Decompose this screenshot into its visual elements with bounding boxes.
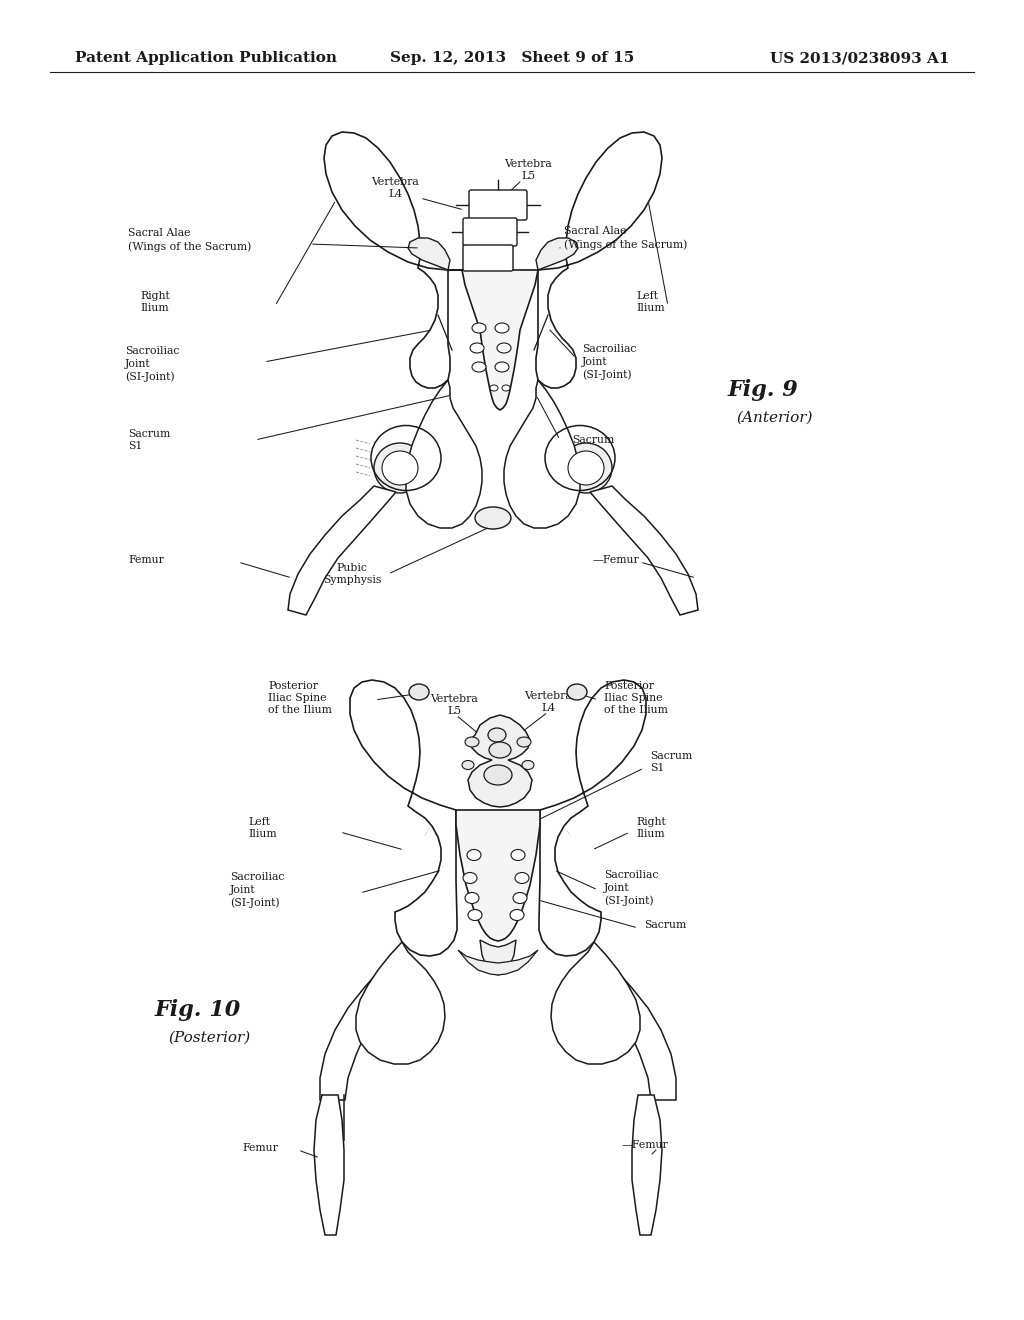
Ellipse shape bbox=[495, 362, 509, 372]
Text: Vertebra
L4: Vertebra L4 bbox=[371, 177, 419, 199]
Ellipse shape bbox=[497, 343, 511, 352]
Ellipse shape bbox=[522, 760, 534, 770]
Text: Sacrum: Sacrum bbox=[644, 920, 686, 931]
Text: Vertebra
L5: Vertebra L5 bbox=[504, 158, 552, 181]
Polygon shape bbox=[590, 486, 698, 615]
Ellipse shape bbox=[409, 684, 429, 700]
Ellipse shape bbox=[490, 385, 498, 391]
Text: Sacroiliac
Joint
(SI-Joint): Sacroiliac Joint (SI-Joint) bbox=[582, 345, 636, 380]
Text: Fig. 10: Fig. 10 bbox=[155, 999, 242, 1020]
Text: (Anterior): (Anterior) bbox=[736, 411, 812, 425]
Ellipse shape bbox=[560, 444, 612, 492]
Ellipse shape bbox=[374, 444, 426, 492]
Polygon shape bbox=[480, 940, 516, 975]
Polygon shape bbox=[458, 950, 538, 975]
Text: Sacrum
S1: Sacrum S1 bbox=[650, 751, 692, 774]
Ellipse shape bbox=[472, 362, 486, 372]
Text: —Femur: —Femur bbox=[593, 554, 640, 565]
Text: Sacroiliac
Joint
(SI-Joint): Sacroiliac Joint (SI-Joint) bbox=[604, 870, 658, 906]
Polygon shape bbox=[551, 942, 640, 1064]
Ellipse shape bbox=[484, 766, 512, 785]
Text: Sep. 12, 2013  Sheet 9 of 15: Sep. 12, 2013 Sheet 9 of 15 bbox=[390, 51, 634, 65]
Text: Left
Ilium: Left Ilium bbox=[248, 817, 276, 840]
Polygon shape bbox=[536, 238, 578, 271]
Text: Vertebra
L5: Vertebra L5 bbox=[430, 694, 478, 717]
Text: (Posterior): (Posterior) bbox=[168, 1031, 250, 1045]
Text: Right
Ilium: Right Ilium bbox=[636, 817, 666, 840]
FancyBboxPatch shape bbox=[463, 218, 517, 246]
Polygon shape bbox=[588, 954, 676, 1100]
Ellipse shape bbox=[463, 873, 477, 883]
Ellipse shape bbox=[465, 892, 479, 903]
Ellipse shape bbox=[488, 729, 506, 742]
Polygon shape bbox=[314, 1096, 344, 1236]
Text: Left
Ilium: Left Ilium bbox=[636, 290, 665, 313]
Ellipse shape bbox=[467, 850, 481, 861]
Polygon shape bbox=[536, 132, 662, 388]
Text: Femur: Femur bbox=[128, 554, 164, 565]
FancyBboxPatch shape bbox=[463, 246, 513, 271]
Text: Patent Application Publication: Patent Application Publication bbox=[75, 51, 337, 65]
Polygon shape bbox=[406, 380, 482, 528]
Ellipse shape bbox=[462, 760, 474, 770]
Ellipse shape bbox=[468, 909, 482, 920]
Text: Posterior
Iliac Spine
of the Ilium: Posterior Iliac Spine of the Ilium bbox=[604, 681, 668, 715]
Polygon shape bbox=[319, 954, 408, 1100]
Polygon shape bbox=[288, 486, 396, 615]
Text: Fig. 9: Fig. 9 bbox=[728, 379, 799, 401]
Text: Sacral Alae
(Wings of the Sacrum): Sacral Alae (Wings of the Sacrum) bbox=[564, 227, 687, 249]
Ellipse shape bbox=[502, 385, 510, 391]
Text: US 2013/0238093 A1: US 2013/0238093 A1 bbox=[770, 51, 950, 65]
Polygon shape bbox=[408, 238, 450, 271]
Polygon shape bbox=[350, 680, 457, 956]
Text: Sacrum: Sacrum bbox=[572, 436, 614, 445]
Text: Sacrum
S1: Sacrum S1 bbox=[128, 429, 170, 451]
Ellipse shape bbox=[470, 343, 484, 352]
Polygon shape bbox=[468, 715, 532, 807]
Polygon shape bbox=[356, 942, 445, 1064]
Ellipse shape bbox=[513, 892, 527, 903]
Ellipse shape bbox=[511, 850, 525, 861]
Text: —Femur: —Femur bbox=[622, 1140, 669, 1150]
Text: Sacroiliac
Joint
(SI-Joint): Sacroiliac Joint (SI-Joint) bbox=[125, 346, 179, 381]
Polygon shape bbox=[324, 132, 450, 388]
Polygon shape bbox=[504, 380, 580, 528]
Ellipse shape bbox=[517, 737, 531, 747]
Polygon shape bbox=[539, 680, 646, 956]
Text: Sacroiliac
Joint
(SI-Joint): Sacroiliac Joint (SI-Joint) bbox=[230, 873, 285, 908]
Text: Posterior
Iliac Spine
of the Ilium: Posterior Iliac Spine of the Ilium bbox=[268, 681, 332, 715]
Ellipse shape bbox=[475, 507, 511, 529]
Text: Right
Ilium: Right Ilium bbox=[140, 290, 170, 313]
Ellipse shape bbox=[495, 323, 509, 333]
Polygon shape bbox=[456, 810, 540, 941]
Ellipse shape bbox=[382, 451, 418, 484]
Text: Sacral Alae
(Wings of the Sacrum): Sacral Alae (Wings of the Sacrum) bbox=[128, 228, 251, 252]
FancyBboxPatch shape bbox=[469, 190, 527, 220]
Polygon shape bbox=[632, 1096, 662, 1236]
Polygon shape bbox=[449, 271, 538, 411]
Ellipse shape bbox=[472, 323, 486, 333]
Ellipse shape bbox=[510, 909, 524, 920]
Ellipse shape bbox=[515, 873, 529, 883]
Ellipse shape bbox=[567, 684, 587, 700]
Text: Vertebra
L4: Vertebra L4 bbox=[524, 690, 571, 713]
Text: Pubic
Symphysis: Pubic Symphysis bbox=[323, 562, 381, 585]
Ellipse shape bbox=[465, 737, 479, 747]
Ellipse shape bbox=[489, 742, 511, 758]
Ellipse shape bbox=[568, 451, 604, 484]
Text: Femur: Femur bbox=[242, 1143, 278, 1152]
